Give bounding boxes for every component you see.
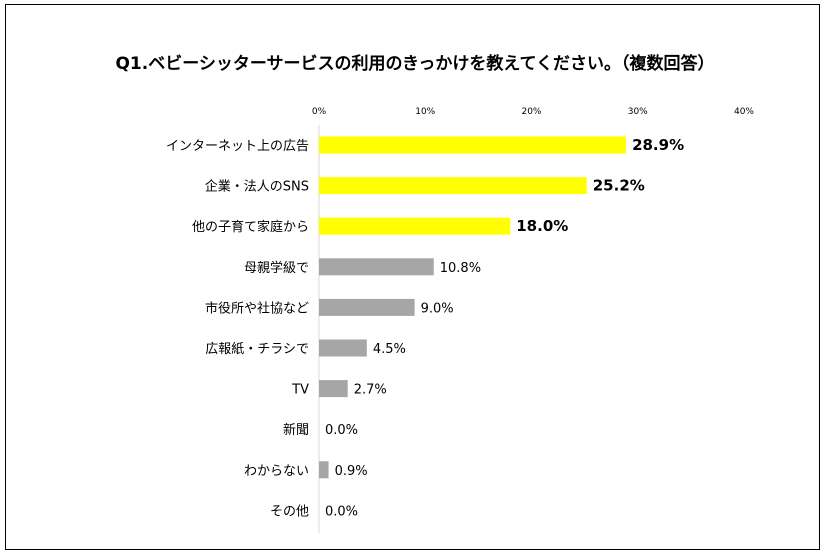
data-label: 25.2% [593,177,645,195]
bar [319,177,587,195]
data-label: 28.9% [632,136,684,154]
category-label: わからない [244,464,309,479]
data-label: 10.8% [440,261,481,276]
bar [319,339,367,357]
category-label: 母親学級で [244,260,309,276]
data-label: 2.7% [354,383,387,398]
data-label: 9.0% [421,301,454,316]
data-label: 0.0% [325,504,358,519]
category-label: 新聞 [283,422,309,438]
x-tick-label: 0% [312,107,327,117]
x-tick-label: 30% [628,107,648,117]
data-label: 0.9% [335,464,368,479]
category-label: インターネット上の広告 [166,139,309,154]
category-label: その他 [270,504,309,519]
bar [319,380,348,398]
bar [319,258,434,276]
data-label: 18.0% [516,217,568,235]
category-label: 他の子育て家庭から [192,219,309,235]
category-label: 広報紙・チラシで [205,342,309,357]
data-label: 4.5% [373,342,406,357]
chart-frame: Q1.ベビーシッターサービスの利用のきっかけを教えてください。（複数回答） 0%… [5,4,820,550]
category-label: 市役所や社協など [205,300,309,316]
bar-chart: Q1.ベビーシッターサービスの利用のきっかけを教えてください。（複数回答） 0%… [115,53,755,533]
bar-series: インターネット上の広告 28.9% 企業・法人のSNS 25.2% 他の子育て家庭から 1… [166,136,684,519]
bar [319,136,627,154]
data-label: 0.0% [325,423,358,438]
x-axis-ticks: 0% 10% 20% 30% 40% [312,107,755,117]
x-tick-label: 40% [734,107,754,117]
bar [319,461,329,479]
bar [319,217,511,235]
chart-title: Q1.ベビーシッターサービスの利用のきっかけを教えてください。（複数回答） [115,53,714,74]
category-label: TV [291,383,309,398]
x-tick-label: 20% [521,107,541,117]
category-label: 企業・法人のSNS [205,179,309,195]
x-tick-label: 10% [415,107,435,117]
bar [319,298,415,316]
